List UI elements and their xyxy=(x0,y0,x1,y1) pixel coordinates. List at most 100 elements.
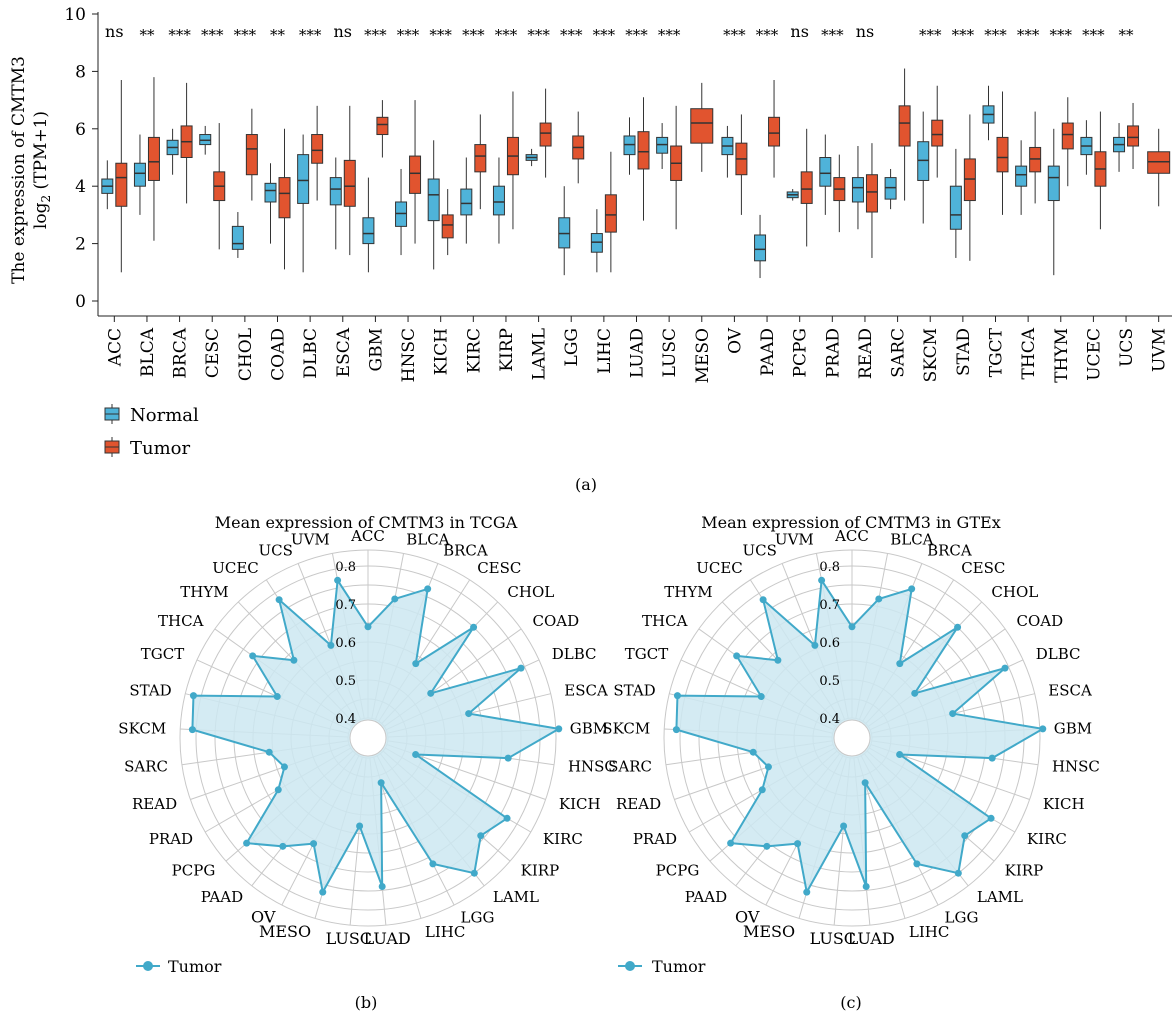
y-axis-label-main: The expression of CMTM3 xyxy=(9,56,29,284)
radar-point xyxy=(908,585,916,593)
significance-label: *** xyxy=(560,26,583,44)
radar-category-label: GBM xyxy=(570,719,608,737)
radar-category-label: HNSC xyxy=(1052,758,1100,776)
radar-point xyxy=(477,832,485,840)
radar-point xyxy=(954,869,962,877)
radar-point xyxy=(378,883,386,891)
box-body xyxy=(851,177,864,203)
radar-category-label: KIRP xyxy=(1005,861,1044,879)
legend-label-tumor: Tumor xyxy=(168,957,222,976)
x-axis: ACC BLCA BRCA CESC CHOL COAD DLBC ESCA GBM HNSC KI… xyxy=(98,315,1172,383)
x-tick-label: KICH xyxy=(432,328,452,375)
box-plot-panel: 0 2 4 6 8 10 ACC BLCA BRCA CESC CHOL COAD DLBC ESCA G… xyxy=(9,5,1172,494)
box-body xyxy=(147,136,160,181)
x-tick-label: CHOL xyxy=(236,328,256,381)
radar-category-label: DLBC xyxy=(1036,645,1081,663)
x-tick-label: LGG xyxy=(562,328,582,366)
box-body xyxy=(245,134,258,176)
box-body xyxy=(754,234,767,262)
x-tick-label: UVM xyxy=(1150,328,1170,372)
normal-box xyxy=(264,163,277,244)
normal-box xyxy=(231,212,244,258)
x-tick-label: PCPG xyxy=(791,328,811,377)
x-tick-label: LAML xyxy=(530,328,550,380)
radar-center xyxy=(833,719,871,757)
x-tick-label: SKCM xyxy=(921,328,941,382)
normal-box xyxy=(525,148,538,167)
box-body xyxy=(690,108,714,144)
radar-tick-label: 0.5 xyxy=(819,674,840,689)
tumor-box xyxy=(637,97,650,221)
radar-point xyxy=(364,623,372,631)
box-body xyxy=(115,162,128,207)
significance-label: *** xyxy=(593,26,616,44)
radar-panel-tcga: Mean expression of CMTM3 in TCGA 0.40.50… xyxy=(118,513,616,1012)
box-body xyxy=(376,116,389,136)
radar-point xyxy=(274,786,282,794)
tumor-box xyxy=(604,151,617,273)
tumor-box xyxy=(898,68,911,201)
box-body xyxy=(800,171,813,204)
radar-category-label: MESO xyxy=(743,922,795,941)
radar-point xyxy=(334,576,342,584)
radar-category-label: ACC xyxy=(834,527,869,545)
radar-category-label: UCEC xyxy=(696,559,743,577)
significance-label: *** xyxy=(495,26,518,44)
box-body xyxy=(362,217,375,245)
radar-point xyxy=(275,596,283,604)
significance-label: *** xyxy=(168,26,191,44)
radar-point xyxy=(673,692,681,700)
radar-point xyxy=(911,689,919,697)
radar-point xyxy=(265,748,273,756)
legend-marker-tumor xyxy=(143,961,153,971)
normal-box xyxy=(884,168,897,210)
legend: Normal Tumor xyxy=(104,404,199,459)
tumor-box xyxy=(1094,111,1107,230)
radar-point xyxy=(279,842,287,850)
radar-category-label: UCEC xyxy=(212,559,259,577)
radar-point xyxy=(913,860,921,868)
tumor-box xyxy=(1061,97,1074,187)
radar-point xyxy=(290,656,298,664)
x-tick-label: LIHC xyxy=(595,328,615,374)
significance-labels: ns ** *** *** *** ** *** ns *** *** *** *** *** *** **… xyxy=(105,22,1134,44)
radar-point xyxy=(273,693,281,701)
x-tick-label: KIRC xyxy=(464,328,484,373)
normal-box xyxy=(754,214,767,279)
radar-category-label: SKCM xyxy=(118,719,166,737)
normal-box xyxy=(656,123,669,169)
radar-tick-label: 0.8 xyxy=(819,560,840,575)
significance-label: ** xyxy=(270,26,286,44)
tumor-box xyxy=(474,114,487,210)
radar-point xyxy=(189,692,197,700)
radar-tick-label: 0.4 xyxy=(819,712,840,727)
radar-category-label: TGCT xyxy=(141,645,184,663)
radar-category-label: LUAD xyxy=(848,929,895,948)
radar-tick-label: 0.7 xyxy=(819,598,840,613)
radar-category-label: PAAD xyxy=(685,888,727,906)
radar-category-label: CESC xyxy=(961,559,1005,577)
radar-point xyxy=(840,822,848,830)
tumor-box xyxy=(213,123,226,250)
x-tick-label: UCEC xyxy=(1084,328,1104,381)
radar-category-label: KIRC xyxy=(543,830,583,848)
normal-box xyxy=(851,146,864,230)
radar-point xyxy=(961,832,969,840)
tumor-box xyxy=(996,91,1009,215)
tumor-box xyxy=(115,80,128,273)
box-body xyxy=(819,157,832,187)
radar-category-label: PRAD xyxy=(633,830,677,848)
box-body xyxy=(898,105,911,147)
tumor-box xyxy=(409,100,422,244)
significance-label: *** xyxy=(299,26,322,44)
radar-category-label: PCPG xyxy=(172,861,216,879)
normal-box xyxy=(395,168,408,256)
box-body xyxy=(264,182,277,203)
radar-category-label: THYM xyxy=(664,583,712,601)
box-body xyxy=(297,154,310,204)
x-tick-label: UCS xyxy=(1117,328,1137,367)
radar-point xyxy=(848,623,856,631)
